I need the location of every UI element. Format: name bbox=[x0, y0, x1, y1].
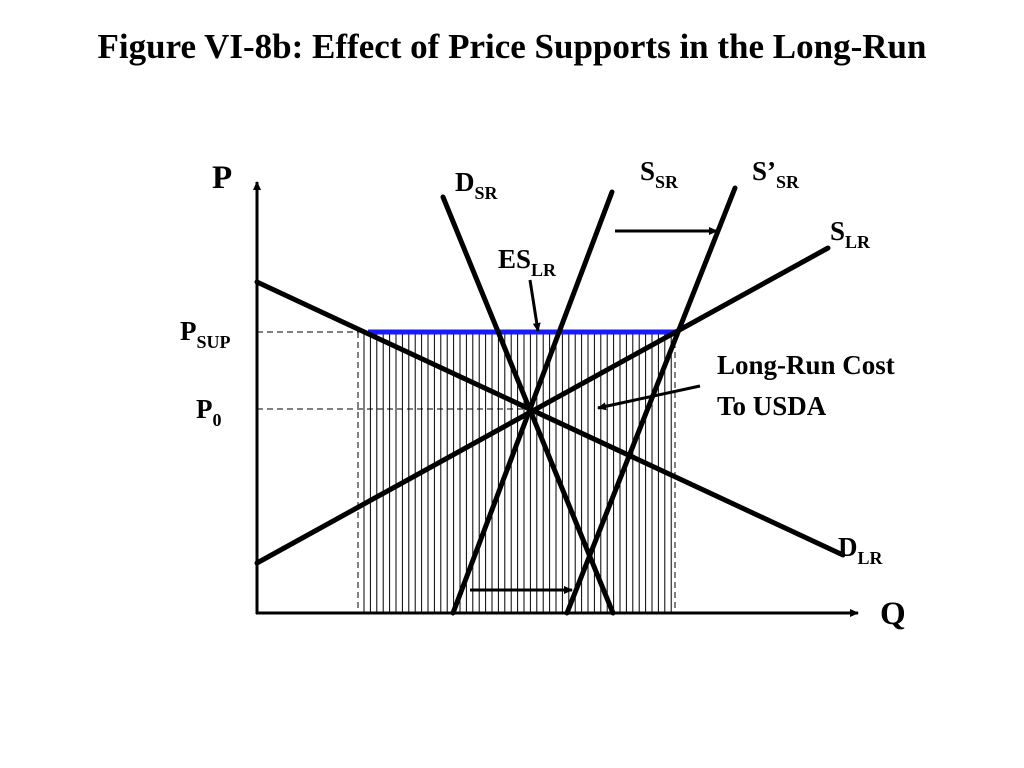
annotation: To USDA bbox=[717, 391, 827, 421]
title: Figure VI-8b: Effect of Price Supports i… bbox=[97, 27, 927, 66]
curve-label: S’SR bbox=[752, 156, 800, 192]
x-axis-label: Q bbox=[880, 596, 906, 632]
axes bbox=[253, 181, 859, 617]
price-label: P0 bbox=[196, 394, 222, 430]
curve-label: DLR bbox=[838, 532, 884, 568]
arrows bbox=[470, 227, 718, 594]
annotation: Long-Run Cost bbox=[717, 350, 895, 380]
curve-label: DSR bbox=[455, 167, 499, 203]
curve-label: SSR bbox=[640, 156, 679, 192]
y-axis-label: P bbox=[212, 160, 232, 196]
curve-label: SLR bbox=[830, 216, 871, 252]
curves bbox=[254, 185, 846, 616]
dashed-guides bbox=[257, 331, 676, 613]
price-label: PSUP bbox=[180, 316, 231, 352]
curve-label: ESLR bbox=[498, 244, 557, 280]
